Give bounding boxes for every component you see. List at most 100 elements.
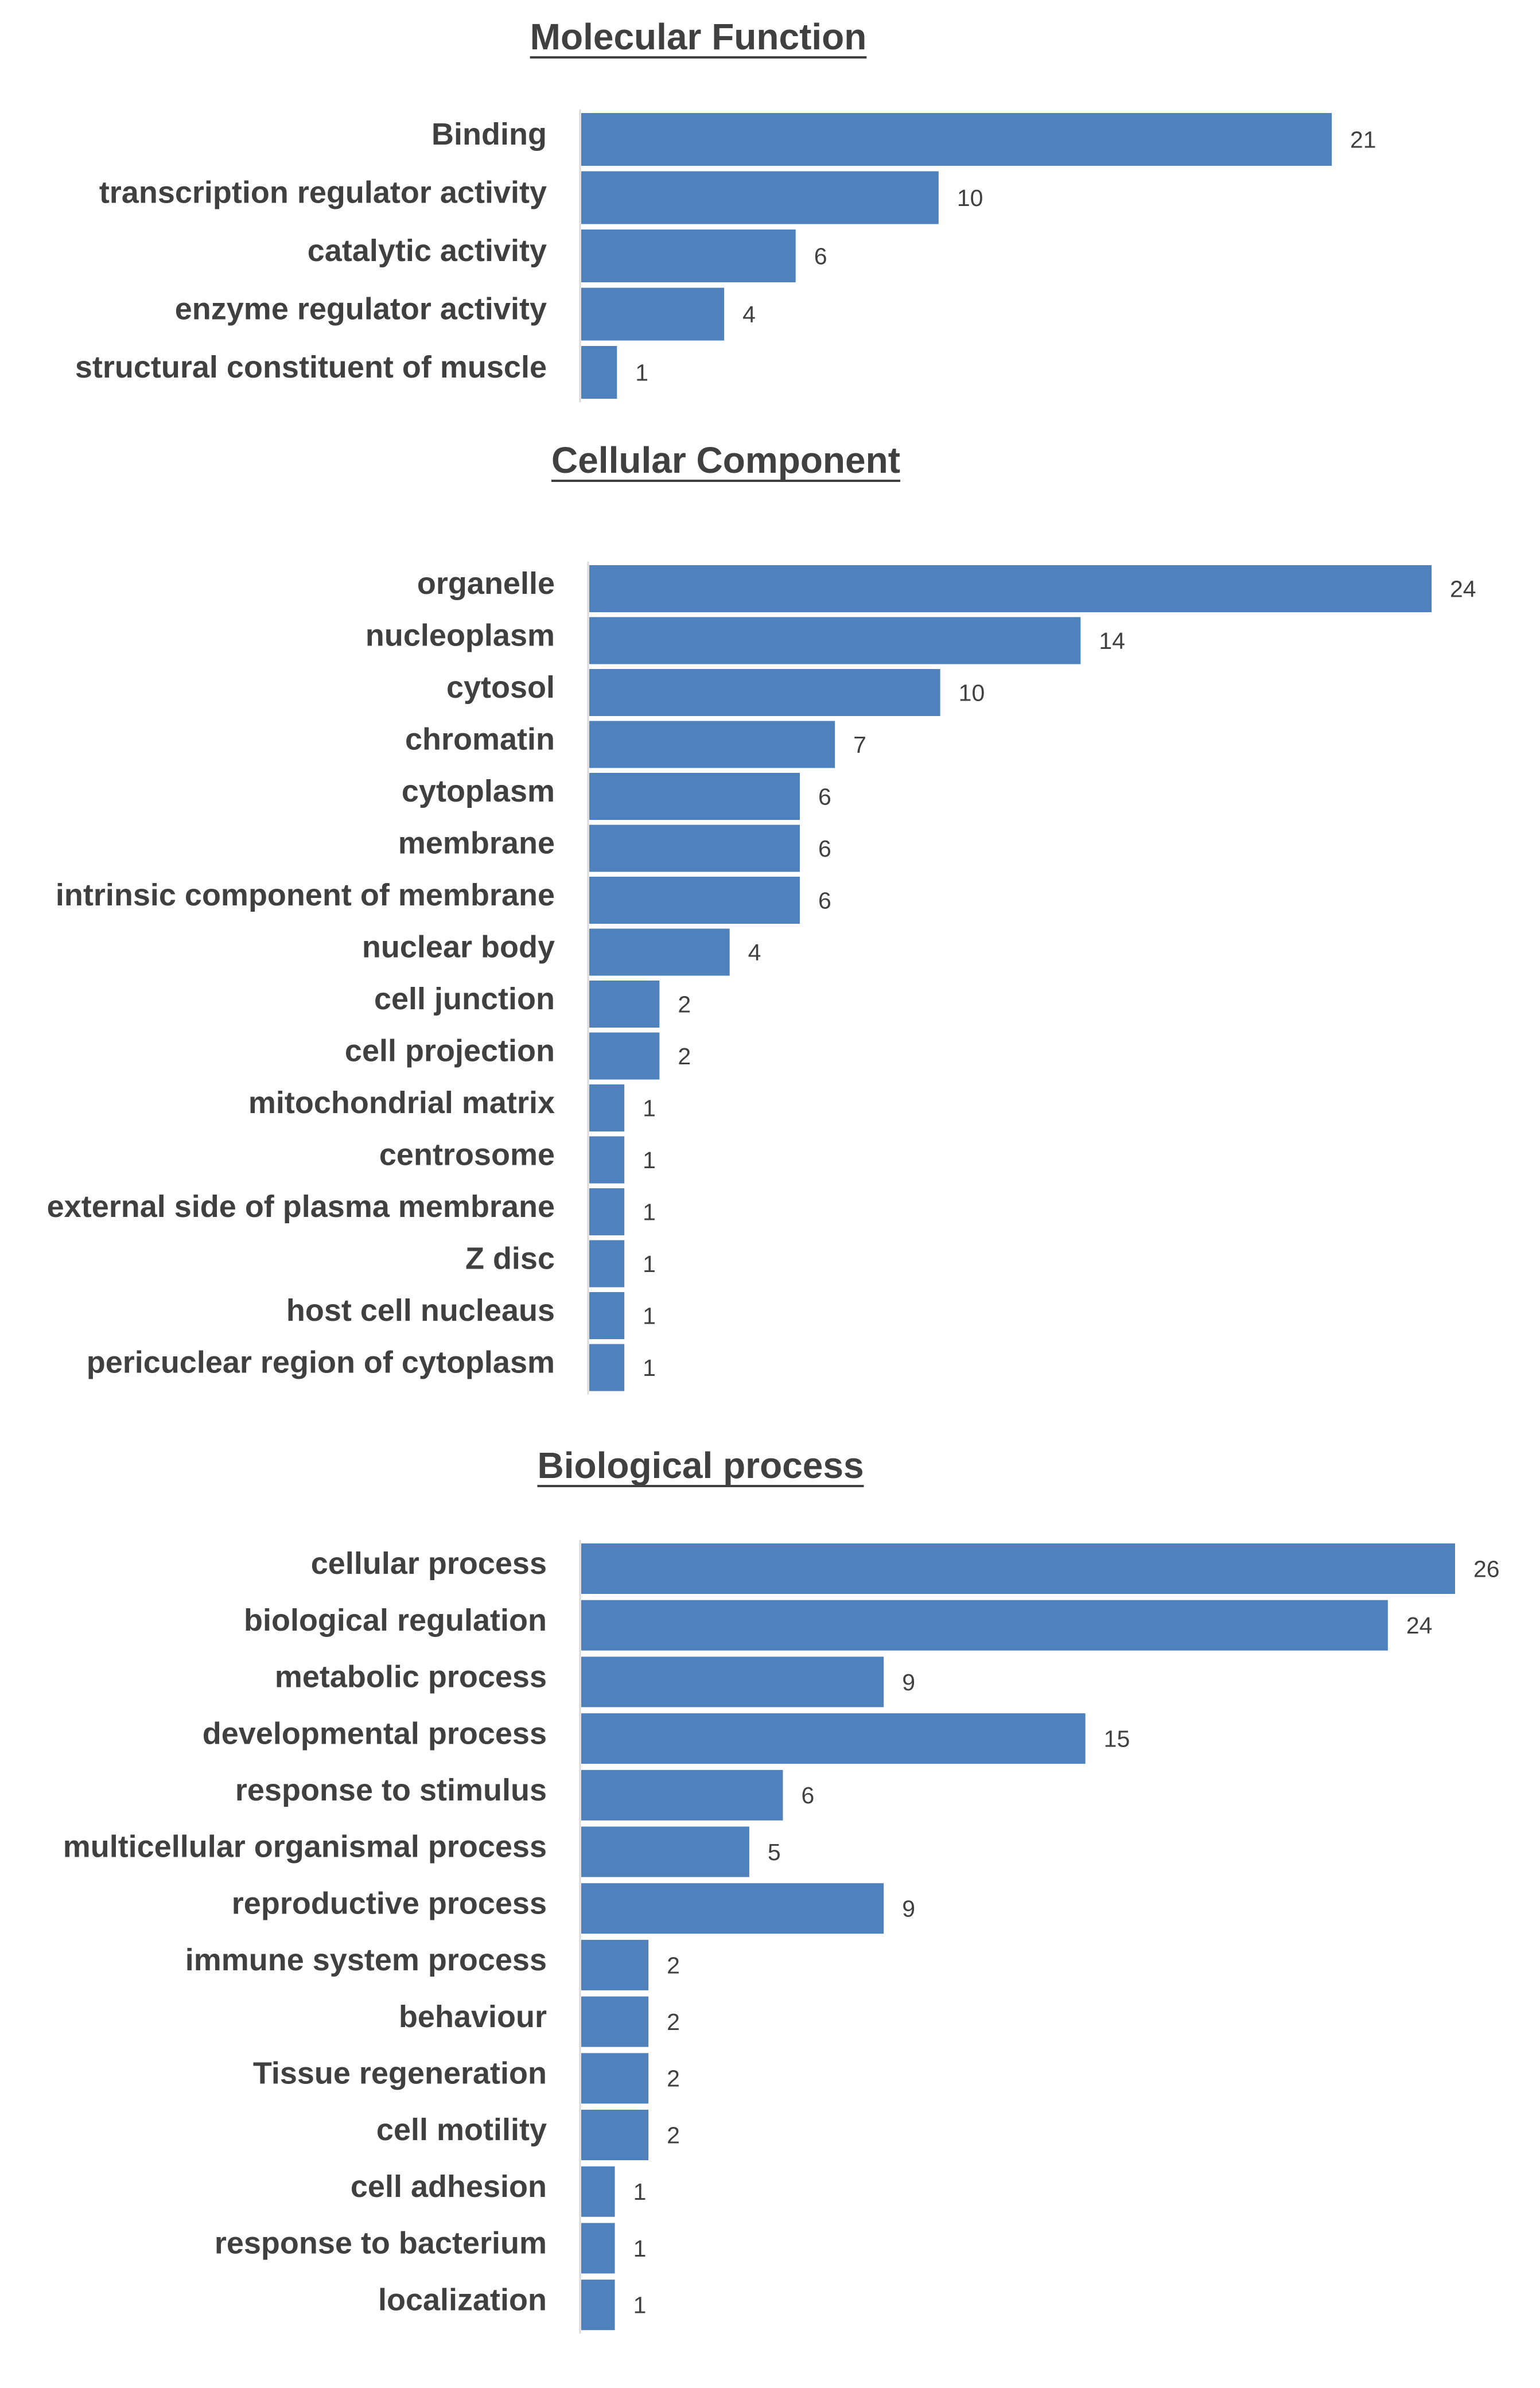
category-label-reproductive-process: reproductive process [232,1886,547,1920]
bar-catalytic-activity [581,230,796,282]
bar-pericuclear-region-of-cytoplasm [589,1344,625,1391]
value-label-pericuclear-region-of-cytoplasm: 1 [643,1355,656,1381]
value-label-tissue-regeneration: 2 [667,2066,680,2092]
category-label-nucleoplasm: nucleoplasm [365,619,555,653]
bar-multicellular-organismal-process [581,1826,749,1877]
category-label-cell-projection: cell projection [345,1034,555,1068]
category-label-mitochondrial-matrix: mitochondrial matrix [248,1086,555,1120]
value-label-structural-constituent-of-muscle: 1 [635,359,648,386]
category-label-cellular-process: cellular process [311,1546,547,1581]
bar-cell-adhesion [581,2166,615,2217]
value-label-response-to-stimulus: 6 [801,1782,814,1808]
bar-host-cell-nucleaus [589,1292,625,1339]
value-label-cell-adhesion: 1 [633,2179,647,2205]
category-label-transcription-regulator-activity: transcription regulator activity [99,176,547,210]
bar-z-disc [589,1240,625,1288]
bar-external-side-of-plasma-membrane [589,1188,625,1235]
bar-nucleoplasm [589,617,1081,664]
category-label-cytoplasm: cytoplasm [402,774,555,808]
bar-cell-junction [589,981,660,1028]
biological-process-chart: Biological process cellular process 26 biol… [0,1445,1540,2388]
value-label-intrinsic-component-of-membrane: 6 [818,887,831,913]
bar-reproductive-process [581,1883,884,1934]
bar-biological-regulation [581,1600,1388,1651]
bar-cell-projection [589,1032,660,1080]
category-label-membrane: membrane [398,826,555,861]
category-label-immune-system-process: immune system process [185,1943,547,1977]
category-label-centrosome: centrosome [379,1138,555,1172]
value-label-cell-motility: 2 [667,2122,680,2148]
value-label-behaviour: 2 [667,2009,680,2035]
category-label-cell-junction: cell junction [374,982,555,1016]
chart-title-bp: Biological process [537,1445,864,1486]
category-label-catalytic-activity: catalytic activity [308,234,547,268]
value-label-centrosome: 1 [643,1147,656,1173]
value-label-localization: 1 [633,2292,647,2318]
molecular-function-svg: Molecular Function Binding 21 transcription… [75,16,1376,402]
category-label-pericuclear-region-of-cytoplasm: pericuclear region of cytoplasm [87,1345,555,1380]
category-label-chromatin: chromatin [405,722,555,757]
bar-nuclear-body [589,928,730,976]
category-label-intrinsic-component-of-membrane: intrinsic component of membrane [56,878,555,912]
bar-intrinsic-component-of-membrane [589,877,800,924]
category-label-response-to-stimulus: response to stimulus [235,1773,547,1807]
bar-organelle [589,565,1432,612]
value-label-chromatin: 7 [853,732,866,758]
value-label-metabolic-process: 9 [902,1669,915,1695]
value-label-developmental-process: 15 [1104,1725,1130,1752]
bar-chromatin [589,721,835,768]
category-label-behaviour: behaviour [399,2000,547,2034]
bar-centrosome [589,1136,625,1184]
chart-title-mf: Molecular Function [530,16,867,57]
bar-cytoplasm [589,773,800,820]
bar-enzyme-regulator-activity [581,287,725,341]
category-label-cell-adhesion: cell adhesion [351,2169,547,2204]
value-label-external-side-of-plasma-membrane: 1 [643,1199,656,1225]
category-label-external-side-of-plasma-membrane: external side of plasma membrane [47,1189,555,1224]
bar-response-to-stimulus [581,1769,783,1821]
bar-mitochondrial-matrix [589,1084,625,1131]
value-label-organelle: 24 [1450,575,1476,602]
category-label-metabolic-process: metabolic process [275,1660,547,1694]
value-label-response-to-bacterium: 1 [633,2235,647,2262]
category-label-tissue-regeneration: Tissue regeneration [253,2056,547,2090]
value-label-binding: 21 [1350,126,1376,153]
value-label-nuclear-body: 4 [748,939,761,966]
cellular-component-chart: Cellular Component organelle 24 nucleoplasm… [0,425,1540,1417]
value-label-cell-junction: 2 [678,991,691,1017]
value-label-multicellular-organismal-process: 5 [768,1839,781,1865]
category-label-localization: localization [378,2282,547,2317]
value-label-membrane: 6 [818,835,831,862]
bar-transcription-regulator-activity [581,171,939,224]
value-label-cellular-process: 26 [1473,1555,1500,1582]
bar-cell-motility [581,2110,649,2160]
category-label-cytosol: cytosol [446,670,555,705]
bar-developmental-process [581,1713,1086,1764]
value-label-catalytic-activity: 6 [814,243,827,269]
chart-title-cc: Cellular Component [551,440,900,481]
bar-binding [581,113,1332,166]
bar-tissue-regeneration [581,2053,649,2104]
category-label-response-to-bacterium: response to bacterium [215,2226,547,2261]
value-label-enzyme-regulator-activity: 4 [742,301,756,328]
category-label-nuclear-body: nuclear body [362,930,555,964]
value-label-immune-system-process: 2 [667,1952,680,1978]
bar-localization [581,2280,615,2331]
value-label-cell-projection: 2 [678,1043,691,1069]
category-label-organelle: organelle [417,566,555,601]
value-label-reproductive-process: 9 [902,1896,915,1922]
bar-membrane [589,824,800,872]
value-label-nucleoplasm: 14 [1099,628,1125,654]
value-label-mitochondrial-matrix: 1 [643,1095,656,1121]
bar-immune-system-process [581,1939,649,1990]
molecular-function-chart: Molecular Function Binding 21 transcription… [0,0,1540,419]
value-label-z-disc: 1 [643,1251,656,1277]
bar-structural-constituent-of-muscle [581,346,617,399]
category-label-developmental-process: developmental process [203,1716,547,1751]
bar-cytosol [589,669,940,716]
category-label-structural-constituent-of-muscle: structural constituent of muscle [75,350,547,384]
value-label-cytosol: 10 [959,679,985,706]
value-label-transcription-regulator-activity: 10 [957,185,983,211]
